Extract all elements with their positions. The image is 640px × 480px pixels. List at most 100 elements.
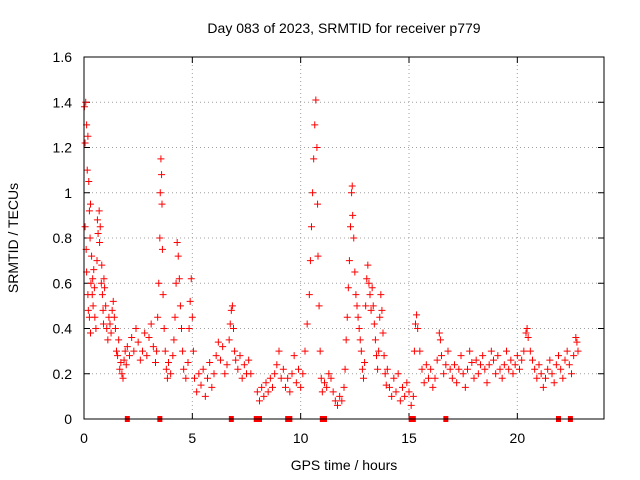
data-point [86,234,94,242]
data-point [464,365,471,373]
data-point [247,370,255,378]
data-point [297,383,305,391]
data-point [403,379,411,387]
data-point [279,365,287,373]
data-point [191,374,198,382]
data-point [104,336,112,344]
data-point [479,352,487,360]
data-point [444,347,452,355]
data-point [353,302,361,310]
data-point [365,279,373,287]
data-point [158,171,166,179]
data-point [477,361,484,369]
data-point [533,374,541,382]
data-point [210,370,218,378]
data-point [348,189,356,197]
data-point [106,320,114,328]
data-point [299,370,307,378]
data-point [565,361,573,369]
data-point [455,365,463,373]
chart-title: Day 083 of 2023, SRMTID for receiver p77… [207,20,480,36]
data-point [81,139,89,147]
data-point [175,275,183,283]
data-point [315,302,323,310]
data-point [496,365,504,373]
data-point [158,245,166,253]
data-point [94,229,102,237]
data-point [162,365,170,373]
data-point [401,392,409,400]
data-point [555,352,562,360]
data-point [253,388,261,396]
data-point [312,96,320,104]
data-point [474,370,482,378]
data-point [552,361,560,369]
data-point [208,383,216,391]
y-tick-label: 0.2 [53,366,73,382]
data-point [494,352,502,360]
data-point [492,370,500,378]
data-point [156,234,164,242]
data-point [390,374,398,382]
data-point [361,358,369,366]
data-point [97,279,105,287]
data-point [288,370,296,378]
data-point [570,352,578,360]
data-point [201,392,209,400]
data-point [157,155,165,163]
data-point [520,347,528,355]
data-point [342,336,350,344]
data-point [306,257,314,265]
data-point [199,365,207,373]
data-point [429,383,437,391]
ticks: 0 0.2 0.4 0.6 0.8 1 1.2 1.4 1.6 0 5 10 15 20 [53,49,604,446]
data-point [83,166,91,174]
data-point [409,392,417,400]
data-point [305,291,313,299]
x-tick-label: 5 [188,430,196,446]
data-point [425,374,432,382]
data-point [277,374,285,382]
data-point [396,397,404,405]
data-point [271,370,279,378]
data-point [87,200,94,208]
data-point [303,320,311,328]
data-point [313,144,321,151]
data-point [240,361,248,369]
data-point [572,334,580,342]
data-point [526,347,534,355]
data-point [316,347,324,355]
data-point [89,275,97,283]
data-point [418,365,426,373]
data-point [301,347,309,355]
data-point [195,370,203,378]
data-point [187,275,195,283]
data-point [433,356,441,364]
data-point [84,306,92,314]
data-point [422,361,430,369]
data-point [113,347,120,355]
data-point [367,306,375,314]
data-point [568,370,575,378]
data-point [559,374,567,382]
data-point [537,370,545,378]
data-point [88,252,96,260]
data-point [91,313,99,321]
data-point [368,284,376,292]
data-point [286,388,294,396]
data-point [295,365,302,373]
data-point [84,132,92,140]
data-point [120,356,128,364]
data-point [143,352,151,360]
data-point [347,223,354,231]
data-point [509,370,517,378]
data-point [343,313,351,321]
data-point [338,397,346,405]
data-point [327,374,335,382]
data-point [487,347,495,355]
data-point [262,379,270,387]
data-point [193,388,201,396]
data-point [236,352,244,360]
